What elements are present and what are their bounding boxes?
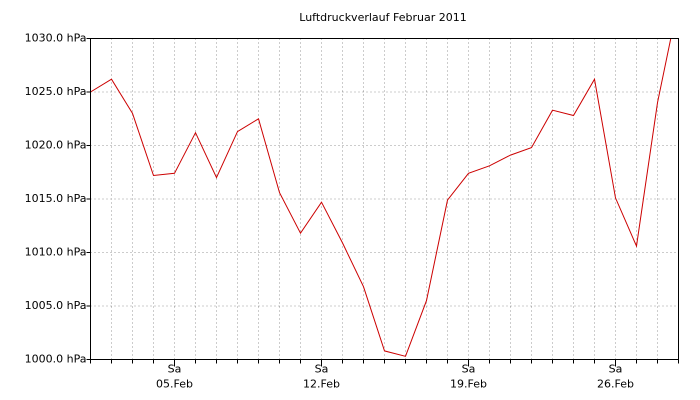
x-tick-label: 19.Feb [450,378,487,391]
pressure-line [90,38,672,357]
x-tick-weekday: Sa [315,363,329,376]
plot-frame [90,38,679,360]
y-tick-label: 1005.0 hPa [25,299,87,312]
y-tick-label: 1010.0 hPa [25,246,87,259]
x-tick-label: 26.Feb [597,378,634,391]
plot-clip [90,38,672,357]
x-tick-label: 12.Feb [303,378,340,391]
chart-title: Luftdruckverlauf Februar 2011 [299,11,466,24]
y-tick-label: 1025.0 hPa [25,85,87,98]
y-tick-label: 1015.0 hPa [25,192,87,205]
x-tick-weekday: Sa [462,363,476,376]
x-tick-weekday: Sa [168,363,182,376]
y-tick-label: 1020.0 hPa [25,139,87,152]
y-tick-label: 1000.0 hPa [25,353,87,366]
y-tick-label: 1030.0 hPa [25,32,87,45]
x-tick-weekday: Sa [609,363,623,376]
x-tick-label: 05.Feb [156,378,193,391]
